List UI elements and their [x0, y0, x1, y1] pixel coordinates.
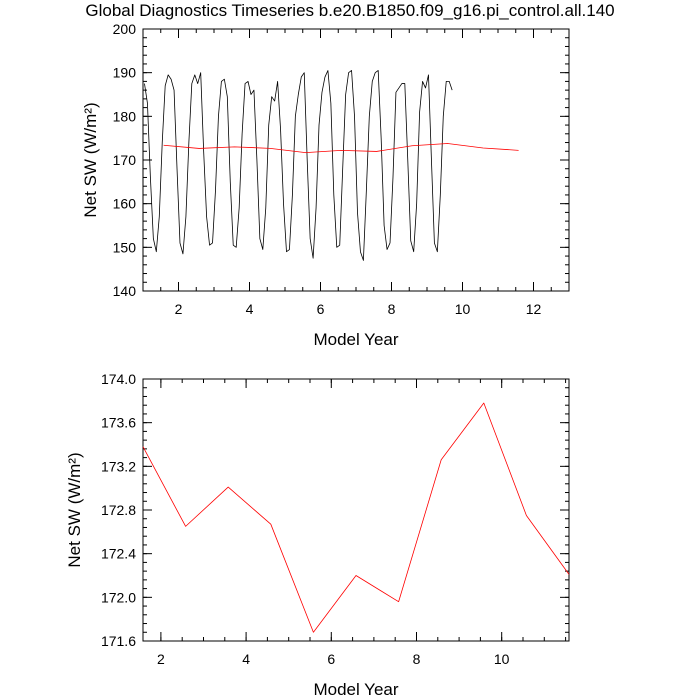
- x-tick-label: 10: [455, 301, 471, 317]
- x-tick-label: 10: [494, 651, 510, 667]
- top-x-tick-labels: 2 4 6 8 10 12: [175, 301, 542, 317]
- x-tick-label: 8: [388, 301, 396, 317]
- bottom-y-tick-labels: 171.6 172.0 172.4 172.8 173.2 173.6 174.0: [101, 371, 136, 649]
- top-chart: 2 4 6 8 10 12 140 150 160 170 180 190 200 Model Yea…: [81, 21, 570, 349]
- figure-title: Global Diagnostics Timeseries b.e20.B185…: [85, 1, 614, 20]
- bottom-y-axis-label: Net SW (W/m²): [65, 452, 84, 567]
- x-tick-label: 4: [246, 301, 254, 317]
- annual-mean-series-line: [142, 402, 570, 633]
- top-y-axis-label: Net SW (W/m²): [81, 102, 100, 217]
- bottom-tick-marks: [143, 378, 569, 642]
- y-tick-label: 190: [113, 65, 137, 81]
- top-y-tick-labels: 140 150 160 170 180 190 200: [113, 21, 137, 299]
- y-tick-label: 173.2: [101, 458, 136, 474]
- bottom-chart: 2 4 6 8 10 171.6 172.0 172.4 172.8 173.2 173.6 174…: [65, 371, 570, 699]
- y-tick-label: 172.8: [101, 502, 136, 518]
- y-tick-label: 172.4: [101, 546, 136, 562]
- bottom-x-axis-label: Model Year: [313, 680, 398, 699]
- x-tick-label: 6: [317, 301, 325, 317]
- y-tick-label: 171.6: [101, 633, 136, 649]
- x-tick-label: 6: [327, 651, 335, 667]
- top-tick-marks: [142, 28, 570, 292]
- y-tick-label: 200: [113, 21, 137, 37]
- bottom-plot-frame: [142, 378, 570, 642]
- x-tick-label: 4: [242, 651, 250, 667]
- y-tick-label: 170: [113, 152, 137, 168]
- x-tick-label: 12: [526, 301, 542, 317]
- bottom-x-tick-labels: 2 4 6 8 10: [157, 651, 510, 667]
- top-series-group: [144, 70, 519, 261]
- annual-mean-series-line: [163, 143, 519, 154]
- y-tick-label: 160: [113, 196, 137, 212]
- x-tick-label: 8: [413, 651, 421, 667]
- bottom-series-group: [142, 402, 570, 633]
- y-tick-label: 180: [113, 108, 137, 124]
- y-tick-label: 140: [113, 283, 137, 299]
- x-tick-label: 2: [175, 301, 183, 317]
- y-tick-label: 172.0: [101, 589, 136, 605]
- y-tick-label: 174.0: [101, 371, 136, 387]
- top-x-axis-label: Model Year: [313, 330, 398, 349]
- y-tick-label: 150: [113, 239, 137, 255]
- x-tick-label: 2: [157, 651, 165, 667]
- monthly-series-line: [144, 70, 453, 261]
- y-tick-label: 173.6: [101, 415, 136, 431]
